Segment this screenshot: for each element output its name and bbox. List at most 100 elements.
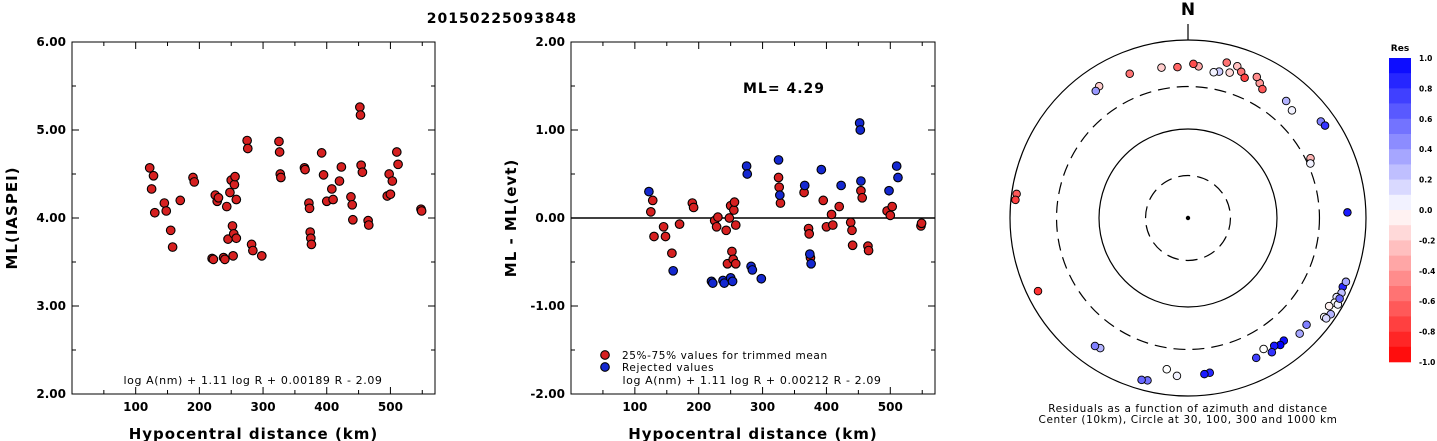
trimmed-mean-point	[827, 220, 838, 230]
rejected-point	[893, 172, 903, 183]
rejected-point	[742, 169, 753, 179]
station-residual-point	[1341, 277, 1351, 287]
data-point	[227, 221, 238, 231]
trimmed-mean-point	[658, 221, 669, 232]
residual-vs-distance-panel: 100 200 300 400 500 -2.00 -1.00 0.00 1.00 2.00 Hyp…	[502, 35, 936, 441]
data-point	[231, 233, 242, 244]
trimmed-mean-point	[857, 192, 868, 203]
rejected-point	[747, 265, 758, 275]
station-residual-point	[1259, 344, 1268, 354]
rejected-point	[644, 186, 654, 197]
data-point	[231, 194, 242, 205]
rejected-point	[884, 185, 894, 196]
data-point	[167, 242, 178, 252]
trimmed-mean-point	[727, 246, 737, 257]
trimmed-mean-point	[916, 218, 927, 229]
data-point	[393, 159, 403, 170]
station-residual-point	[1320, 121, 1330, 130]
data-point	[355, 110, 366, 120]
colorbar-segment	[1389, 164, 1411, 180]
north-label: N	[1181, 0, 1195, 20]
y-tick-label: 0.00	[535, 211, 565, 225]
station-residual-point	[1335, 294, 1344, 303]
trimmed-mean-point	[887, 201, 898, 212]
ml-annotation: ML= 4.29	[743, 81, 825, 97]
colorbar-tick-label: -0.4	[1419, 267, 1435, 276]
y-tick-label: 1.00	[535, 123, 565, 137]
colorbar-tick-label: 0.6	[1419, 115, 1432, 124]
trimmed-mean-point	[660, 231, 671, 242]
trimmed-mean-point	[773, 172, 784, 183]
data-point	[144, 162, 155, 173]
colorbar-segment	[1389, 88, 1411, 104]
station-residual-point	[1125, 69, 1134, 78]
station-residual-point	[1251, 353, 1261, 363]
station-residual-point	[1321, 314, 1331, 323]
data-point	[161, 206, 172, 216]
x-tick-label: 400	[814, 400, 839, 414]
trimmed-mean-point	[647, 195, 658, 206]
data-point	[165, 225, 176, 236]
data-point	[175, 195, 186, 206]
legend-marker	[600, 362, 610, 372]
data-point	[363, 220, 374, 230]
data-point	[300, 164, 310, 175]
station-residual-point	[1295, 329, 1304, 338]
data-point	[347, 199, 358, 210]
data-point	[336, 162, 347, 172]
colorbar-segment	[1389, 301, 1411, 317]
data-point	[221, 201, 232, 212]
trimmed-mean-point	[730, 220, 741, 230]
station-residual-point	[1281, 96, 1291, 106]
data-point	[276, 172, 286, 183]
data-point	[385, 189, 396, 200]
station-residual-point	[1258, 84, 1267, 94]
colorbar-tick-label: 0.8	[1419, 84, 1432, 93]
colorbar-segment	[1389, 179, 1411, 196]
trimmed-mean-point	[645, 206, 656, 217]
rejected-point	[727, 276, 738, 287]
data-point	[334, 176, 345, 186]
station-residual-point	[1033, 286, 1043, 296]
data-point	[148, 170, 159, 181]
station-residual-point	[1011, 195, 1020, 205]
trimmed-mean-point	[818, 195, 829, 206]
y-tick-label: 3.00	[36, 299, 66, 313]
y-tick-label: -2.00	[530, 387, 565, 401]
rejected-point	[836, 180, 846, 191]
colorbar-segment	[1389, 255, 1411, 272]
plot-frame	[71, 41, 436, 395]
formula-annotation: log A(nm) + 1.11 log R + 0.00212 R - 2.0…	[622, 374, 881, 387]
rejected-point	[799, 180, 810, 191]
data-point	[274, 136, 284, 147]
station-residual-point	[1343, 208, 1352, 217]
colorbar-tick-label: 0.4	[1419, 145, 1432, 154]
station-residual-point	[1209, 68, 1218, 77]
colorbar-segment	[1389, 194, 1411, 211]
trimmed-mean-point	[724, 213, 735, 223]
colorbar-segment	[1389, 316, 1411, 332]
colorbar-segment	[1389, 240, 1411, 256]
rejected-point	[891, 161, 902, 171]
colorbar-tick-label: 0.2	[1419, 176, 1432, 185]
x-tick-label: 500	[878, 400, 903, 414]
trimmed-mean-point	[711, 221, 722, 232]
station-residual-point	[1090, 341, 1100, 351]
x-tick-label: 300	[750, 400, 775, 414]
trimmed-mean-point	[730, 258, 741, 269]
rejected-point	[856, 176, 866, 186]
legend-label: 25%-75% values for trimmed mean	[622, 350, 828, 362]
x-tick-label: 100	[123, 400, 148, 414]
x-tick-label: 400	[314, 400, 339, 414]
data-point	[304, 203, 315, 214]
trimmed-mean-point	[728, 205, 739, 215]
trimmed-mean-point	[834, 201, 845, 212]
y-axis-label: ML - ML(evt)	[502, 159, 520, 277]
station-residual-point	[1287, 106, 1297, 115]
legend-marker	[600, 350, 610, 360]
station-residual-point	[1302, 320, 1311, 329]
data-point	[219, 254, 230, 265]
station-residual-point	[1200, 369, 1209, 379]
x-tick-label: 100	[622, 400, 647, 414]
rejected-point	[855, 125, 866, 135]
